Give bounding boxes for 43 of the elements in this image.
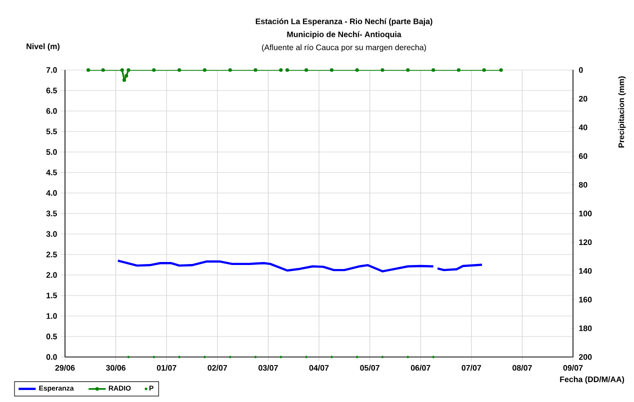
x-tick-label: 09/07 [563,364,583,371]
y2-tick-label: 40 [578,124,588,130]
y2-tick-label: 0 [578,67,583,73]
y2-tick-label: 180 [579,325,592,332]
y-tick-label: 3.0 [46,231,57,237]
x-tick-label: 08/07 [512,364,532,371]
y-tick-label: 4.0 [46,190,57,196]
x-tick-label: 29/06 [55,364,75,371]
y-tick-label: 5.0 [46,149,57,155]
y-tick-label: 7.0 [46,67,57,73]
x-tick-label: 06/07 [410,364,430,371]
y2-tick-label: 200 [578,354,592,360]
y-tick-label: 3.5 [46,210,57,216]
y-tick-label: 5.5 [46,128,57,134]
y2-tick-label: 120 [579,239,592,246]
x-tick-label: 01/07 [156,364,176,371]
y-tick-label: 1.0 [46,313,57,319]
y-tick-label: 0.0 [46,354,57,360]
x-tick-label: 02/07 [208,364,228,371]
y-tick-label: 6.0 [46,108,57,114]
y-tick-label: 2.5 [46,252,57,258]
y2-tick-label: 160 [579,296,592,302]
x-axis-title: Fecha (DD/M/AA) [560,376,624,384]
x-tick-label: 30/06 [106,364,126,371]
y-tick-label: 6.5 [46,88,57,94]
y-tick-label: 1.5 [46,292,57,298]
y-axis-title: Nivel (m) [26,43,60,51]
y2-axis-title: Precipitacion (mm) [618,76,626,148]
x-tick-label: 07/07 [462,364,482,371]
x-tick-label: 04/07 [309,364,329,371]
x-tick-label: 05/07 [360,364,380,371]
y2-tick-label: 20 [578,96,588,102]
chart-title: Estación La Esperanza - Rio Nechí (parte Baja) [256,18,432,26]
text: (Afluente al río Cauca por su margen derecha) [262,44,426,52]
y2-tick-label: 60 [578,153,588,159]
y-tick-label: 2.0 [46,272,57,278]
y2-tick-label: 80 [578,182,588,188]
chart-subtitle: Municipio de Nechí- Antioquia [287,31,402,39]
y2-tick-label: 100 [579,210,592,216]
y2-tick-label: 140 [579,268,592,274]
y-tick-label: 0.5 [46,334,57,340]
y-tick-label: 4.5 [46,170,57,176]
x-tick-label: 03/07 [258,364,278,371]
